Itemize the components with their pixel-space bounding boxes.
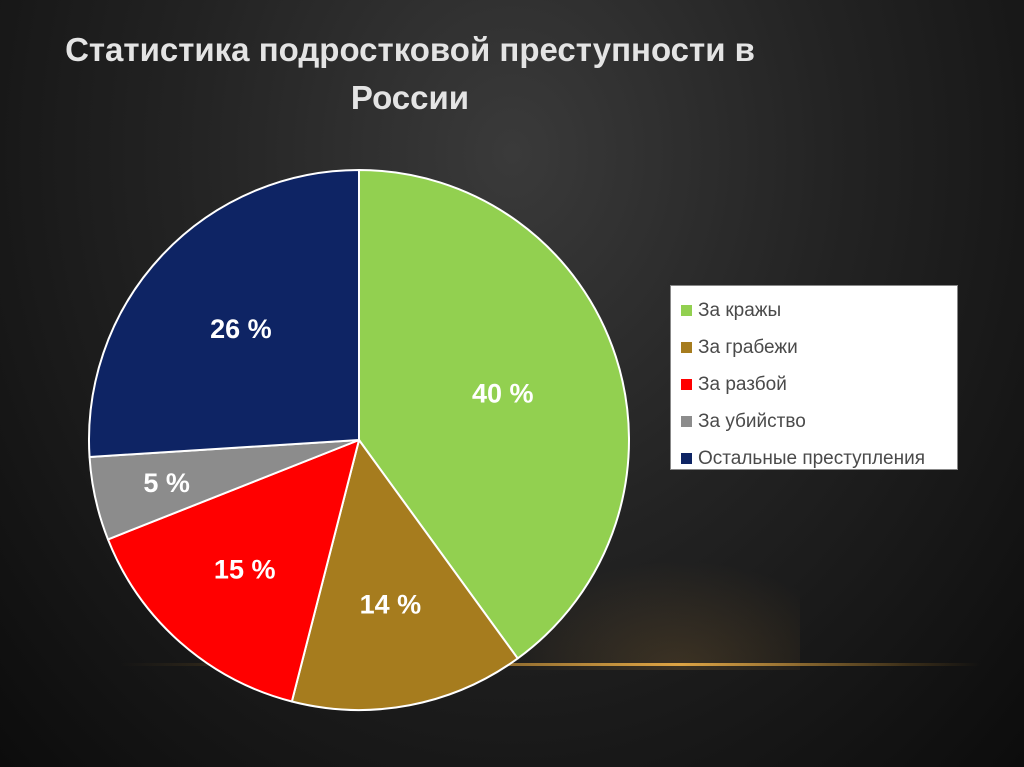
- legend-swatch-murder: [681, 416, 692, 427]
- legend-label-robbery: За грабежи: [698, 336, 798, 358]
- legend-item-assault: За разбой: [681, 366, 957, 403]
- legend-item-murder: За убийство: [681, 403, 957, 440]
- slice-label-murder: 5 %: [143, 468, 190, 498]
- page-title: Статистика подростковой преступности в Р…: [65, 31, 755, 116]
- legend-swatch-robbery: [681, 342, 692, 353]
- floor-glow-line: [120, 663, 980, 666]
- legend-item-robbery: За грабежи: [681, 329, 957, 366]
- slice-label-assault: 15 %: [214, 555, 276, 585]
- pie-slice-robbery: [290, 439, 519, 711]
- chart-legend: За кражы За грабежи За разбой За убийство Ос…: [670, 285, 958, 470]
- slice-label-theft: 40 %: [472, 378, 534, 408]
- legend-label-theft: За кражы: [698, 299, 782, 321]
- legend-label-murder: За убийство: [698, 410, 806, 432]
- legend-item-other: Остальные преступления: [681, 440, 957, 477]
- slice-label-other: 26 %: [210, 314, 272, 344]
- legend-swatch-theft: [681, 305, 692, 316]
- pie-slice-theft: [358, 169, 630, 660]
- legend-label-assault: За разбой: [698, 373, 787, 395]
- legend-item-theft: За кражы: [681, 292, 957, 329]
- pie-labels: 40 % 14 % 15 % 5 % 26 %: [143, 314, 533, 619]
- pie-slice-assault: [106, 439, 360, 703]
- legend-label-other: Остальные преступления: [698, 447, 925, 469]
- pie-slice-other: [88, 169, 360, 458]
- legend-swatch-assault: [681, 379, 692, 390]
- legend-swatch-other: [681, 453, 692, 464]
- slice-label-robbery: 14 %: [360, 589, 422, 619]
- pie-slices: [88, 169, 630, 711]
